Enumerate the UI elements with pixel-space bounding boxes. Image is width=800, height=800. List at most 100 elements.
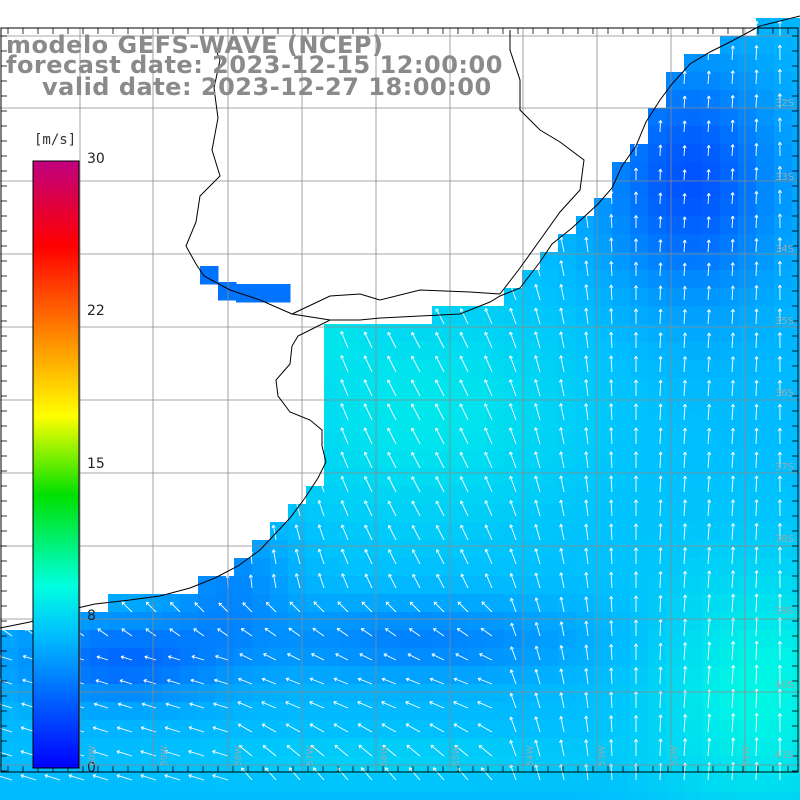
wind-arrow — [730, 570, 736, 589]
wind-speed-cell — [378, 432, 397, 451]
wind-arrow — [706, 145, 711, 157]
wind-speed-cell — [756, 522, 775, 541]
wind-arrow — [361, 601, 373, 613]
wind-arrow — [309, 701, 325, 709]
wind-arrow — [682, 475, 687, 493]
longitude-label: 52W — [670, 745, 680, 766]
wind-speed-cell — [360, 576, 379, 595]
wind-speed-cell — [702, 396, 721, 415]
wind-speed-cell — [774, 288, 793, 307]
wind-arrow — [164, 750, 181, 757]
wind-speed-cell — [774, 594, 793, 613]
wind-arrow — [609, 596, 614, 613]
wind-speed-cell — [684, 468, 703, 487]
wind-arrow — [609, 739, 614, 757]
wind-speed-cell — [324, 432, 343, 451]
wind-speed-cell — [432, 504, 451, 523]
wind-arrow — [509, 548, 517, 565]
wind-speed-cell — [756, 684, 775, 703]
wind-speed-cell — [756, 486, 775, 505]
wind-arrow — [777, 546, 782, 565]
wind-speed-cell — [342, 540, 361, 559]
wind-speed-cell — [468, 468, 487, 487]
wind-speed-cell — [342, 558, 361, 577]
wind-speed-cell — [738, 792, 757, 800]
wind-speed-cell — [648, 630, 667, 649]
wind-speed-cell — [540, 522, 559, 541]
wind-arrow — [584, 547, 589, 565]
wind-arrow — [340, 331, 349, 349]
wind-speed-cell — [432, 702, 451, 721]
wind-speed-cell — [198, 576, 217, 595]
wind-arrow — [387, 403, 397, 421]
wind-speed-cell — [558, 702, 577, 721]
wind-speed-cell — [342, 594, 361, 613]
wind-speed-cell — [396, 702, 415, 721]
wind-arrow — [633, 285, 639, 301]
wind-arrow — [534, 284, 541, 301]
wind-arrow — [683, 594, 688, 613]
wind-speed-cell — [756, 738, 775, 757]
wind-arrow — [777, 593, 782, 613]
wind-speed-cell — [738, 576, 757, 595]
wind-arrow — [633, 427, 639, 445]
wind-speed-cell — [288, 774, 307, 793]
wind-speed-cell — [666, 702, 685, 721]
wind-speed-cell — [792, 468, 800, 487]
wind-speed-cell — [666, 342, 685, 361]
wind-arrow — [658, 262, 663, 277]
wind-speed-cell — [522, 720, 541, 739]
wind-speed-cell — [738, 432, 757, 451]
wind-speed-cell — [756, 540, 775, 559]
wind-arrow — [658, 379, 663, 397]
wind-arrow — [190, 678, 205, 685]
wind-speed-cell — [666, 360, 685, 379]
wind-speed-cell — [648, 414, 667, 433]
wind-speed-cell — [576, 504, 595, 523]
wind-arrow — [140, 750, 157, 757]
wind-speed-cell — [360, 612, 379, 631]
wind-arrow — [730, 403, 735, 421]
wind-speed-cell — [450, 432, 469, 451]
wind-speed-cell — [540, 468, 559, 487]
wind-arrow — [405, 723, 421, 733]
wind-speed-cell — [468, 360, 487, 379]
wind-speed-cell — [396, 324, 415, 343]
wind-speed-cell — [486, 360, 505, 379]
wind-speed-cell — [288, 684, 307, 703]
wind-speed-cell — [612, 252, 631, 271]
wind-speed-cell — [774, 720, 793, 739]
wind-speed-cell — [324, 468, 343, 487]
wind-speed-cell — [720, 90, 739, 109]
wind-speed-cell — [180, 720, 199, 739]
wind-speed-cell — [540, 288, 559, 307]
wind-arrow — [435, 524, 445, 541]
wind-speed-cell — [540, 666, 559, 685]
wind-speed-cell — [612, 630, 631, 649]
wind-speed-cell — [792, 720, 800, 739]
wind-speed-cell — [666, 396, 685, 415]
wind-arrow — [333, 677, 349, 685]
wind-speed-cell — [414, 396, 433, 415]
wind-speed-cell — [324, 540, 343, 559]
wind-speed-cell — [270, 558, 289, 577]
wind-arrow — [360, 628, 373, 637]
wind-speed-cell — [594, 774, 613, 793]
wind-arrow — [453, 677, 469, 685]
wind-arrow — [387, 451, 397, 469]
wind-speed-cell — [288, 702, 307, 721]
wind-speed-cell — [378, 648, 397, 667]
wind-speed-cell — [648, 540, 667, 559]
wind-speed-cell — [576, 522, 595, 541]
wind-speed-cell — [360, 540, 379, 559]
wind-speed-cell — [756, 180, 775, 199]
wind-speed-cell — [792, 270, 800, 289]
wind-speed-cell — [54, 774, 73, 793]
wind-arrow — [707, 427, 712, 445]
wind-speed-cell — [792, 414, 800, 433]
wind-arrow — [658, 642, 663, 661]
wind-speed-cell — [702, 522, 721, 541]
wind-speed-cell — [378, 360, 397, 379]
wind-arrow — [683, 714, 688, 733]
wind-arrow — [707, 475, 712, 493]
